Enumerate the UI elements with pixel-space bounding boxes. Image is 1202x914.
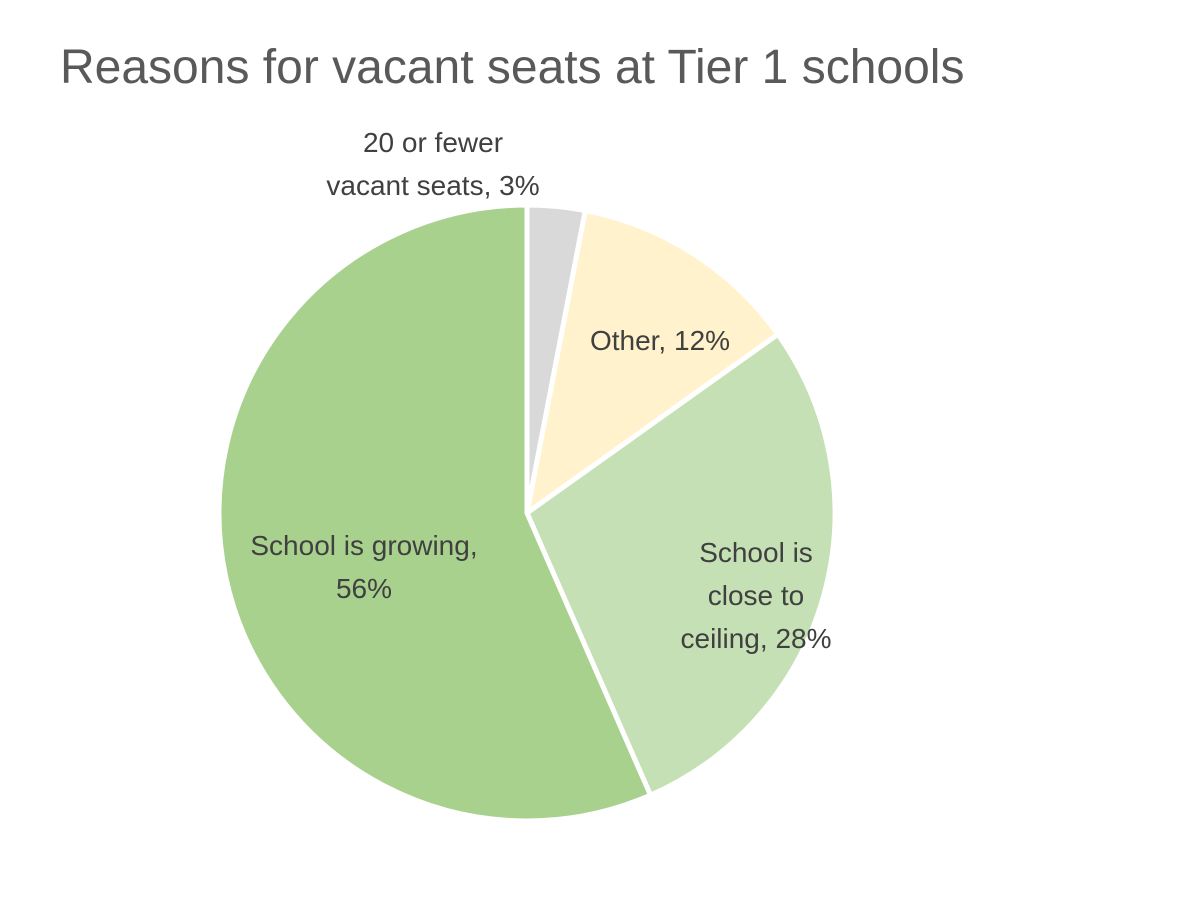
- slice-label-line: School is growing,: [250, 530, 477, 561]
- slice-label-line: Other, 12%: [590, 325, 730, 356]
- slice-label-3: School is growing, 56%: [250, 530, 477, 604]
- slice-label-line: School is: [699, 537, 813, 568]
- slice-label-1: Other, 12%: [590, 325, 730, 356]
- pie-slice-3: [216, 202, 653, 824]
- pie-slice-2: [524, 331, 838, 798]
- pie-labels: 20 or fewer vacant seats, 3% Other, 12% Sch…: [250, 127, 831, 654]
- slice-label-line: vacant seats, 3%: [326, 170, 539, 201]
- slice-label-line: close to: [708, 580, 805, 611]
- pie-slices: [216, 202, 838, 824]
- pie-slice-1: [524, 208, 781, 516]
- slice-label-line: ceiling, 28%: [681, 623, 832, 654]
- slice-label-line: 20 or fewer: [363, 127, 503, 158]
- slice-label-2: School is close to ceiling, 28%: [681, 537, 832, 654]
- slice-label-line: 56%: [336, 573, 392, 604]
- slice-label-0: 20 or fewer vacant seats, 3%: [326, 127, 539, 201]
- chart-title: Reasons for vacant seats at Tier 1 schoo…: [60, 41, 965, 94]
